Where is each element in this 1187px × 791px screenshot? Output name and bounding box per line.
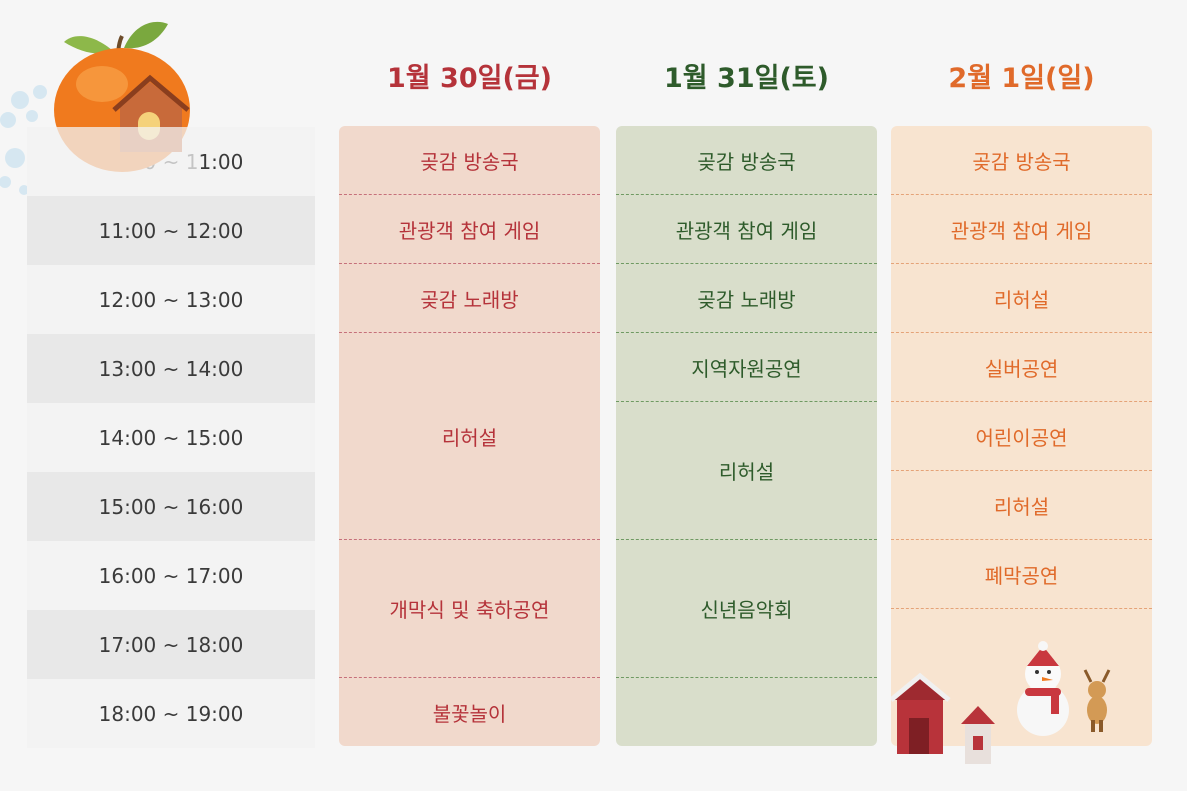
event-cell: 곶감 방송국 [339, 126, 600, 195]
day-header-jan30: 1월 30일(금) [387, 63, 552, 94]
event-cell: 지역자원공연 [616, 333, 877, 402]
event-cell: 리허설 [891, 264, 1152, 333]
event-cell: 신년음악회 [616, 540, 877, 678]
event-cell: 리허설 [616, 402, 877, 540]
time-column: 10:00 ~ 11:00 11:00 ~ 12:00 12:00 ~ 13:0… [27, 127, 315, 748]
event-cell: 곶감 방송국 [616, 126, 877, 195]
event-cell: 개막식 및 축하공연 [339, 540, 600, 678]
day-column-feb1: 곶감 방송국 관광객 참여 게임 리허설 실버공연 어린이공연 리허설 폐막공연 [891, 126, 1152, 746]
event-cell: 실버공연 [891, 333, 1152, 402]
day-header-jan31: 1월 31일(토) [664, 63, 829, 94]
event-cell: 리허설 [339, 333, 600, 540]
event-cell: 곶감 방송국 [891, 126, 1152, 195]
day-column-jan31: 곶감 방송국 관광객 참여 게임 곶감 노래방 지역자원공연 리허설 신년음악회 [616, 126, 877, 746]
event-cell: 곶감 노래방 [616, 264, 877, 333]
time-slot: 15:00 ~ 16:00 [27, 472, 315, 541]
time-slot: 13:00 ~ 14:00 [27, 334, 315, 403]
time-slot: 12:00 ~ 13:00 [27, 265, 315, 334]
event-cell: 관광객 참여 게임 [616, 195, 877, 264]
day-column-jan30: 곶감 방송국 관광객 참여 게임 곶감 노래방 리허설 개막식 및 축하공연 불… [339, 126, 600, 746]
event-cell: 폐막공연 [891, 540, 1152, 609]
event-cell: 불꽃놀이 [432, 701, 507, 726]
event-cell: 관광객 참여 게임 [891, 195, 1152, 264]
event-cell: 리허설 [891, 471, 1152, 540]
reindeer-icon [1083, 669, 1111, 732]
time-slot: 18:00 ~ 19:00 [27, 679, 315, 748]
time-slot: 11:00 ~ 12:00 [27, 196, 315, 265]
tangerine-house-icon [50, 21, 200, 187]
day-header-feb1: 2월 1일(일) [948, 63, 1095, 94]
event-cell: 어린이공연 [891, 402, 1152, 471]
red-house-icon [891, 672, 995, 764]
time-slot: 16:00 ~ 17:00 [27, 541, 315, 610]
snowman-icon [1017, 641, 1069, 736]
time-slot: 14:00 ~ 15:00 [27, 403, 315, 472]
time-slot: 17:00 ~ 18:00 [27, 610, 315, 679]
winter-decoration [891, 641, 1111, 764]
event-cell: 관광객 참여 게임 [339, 195, 600, 264]
event-cell: 곶감 노래방 [339, 264, 600, 333]
